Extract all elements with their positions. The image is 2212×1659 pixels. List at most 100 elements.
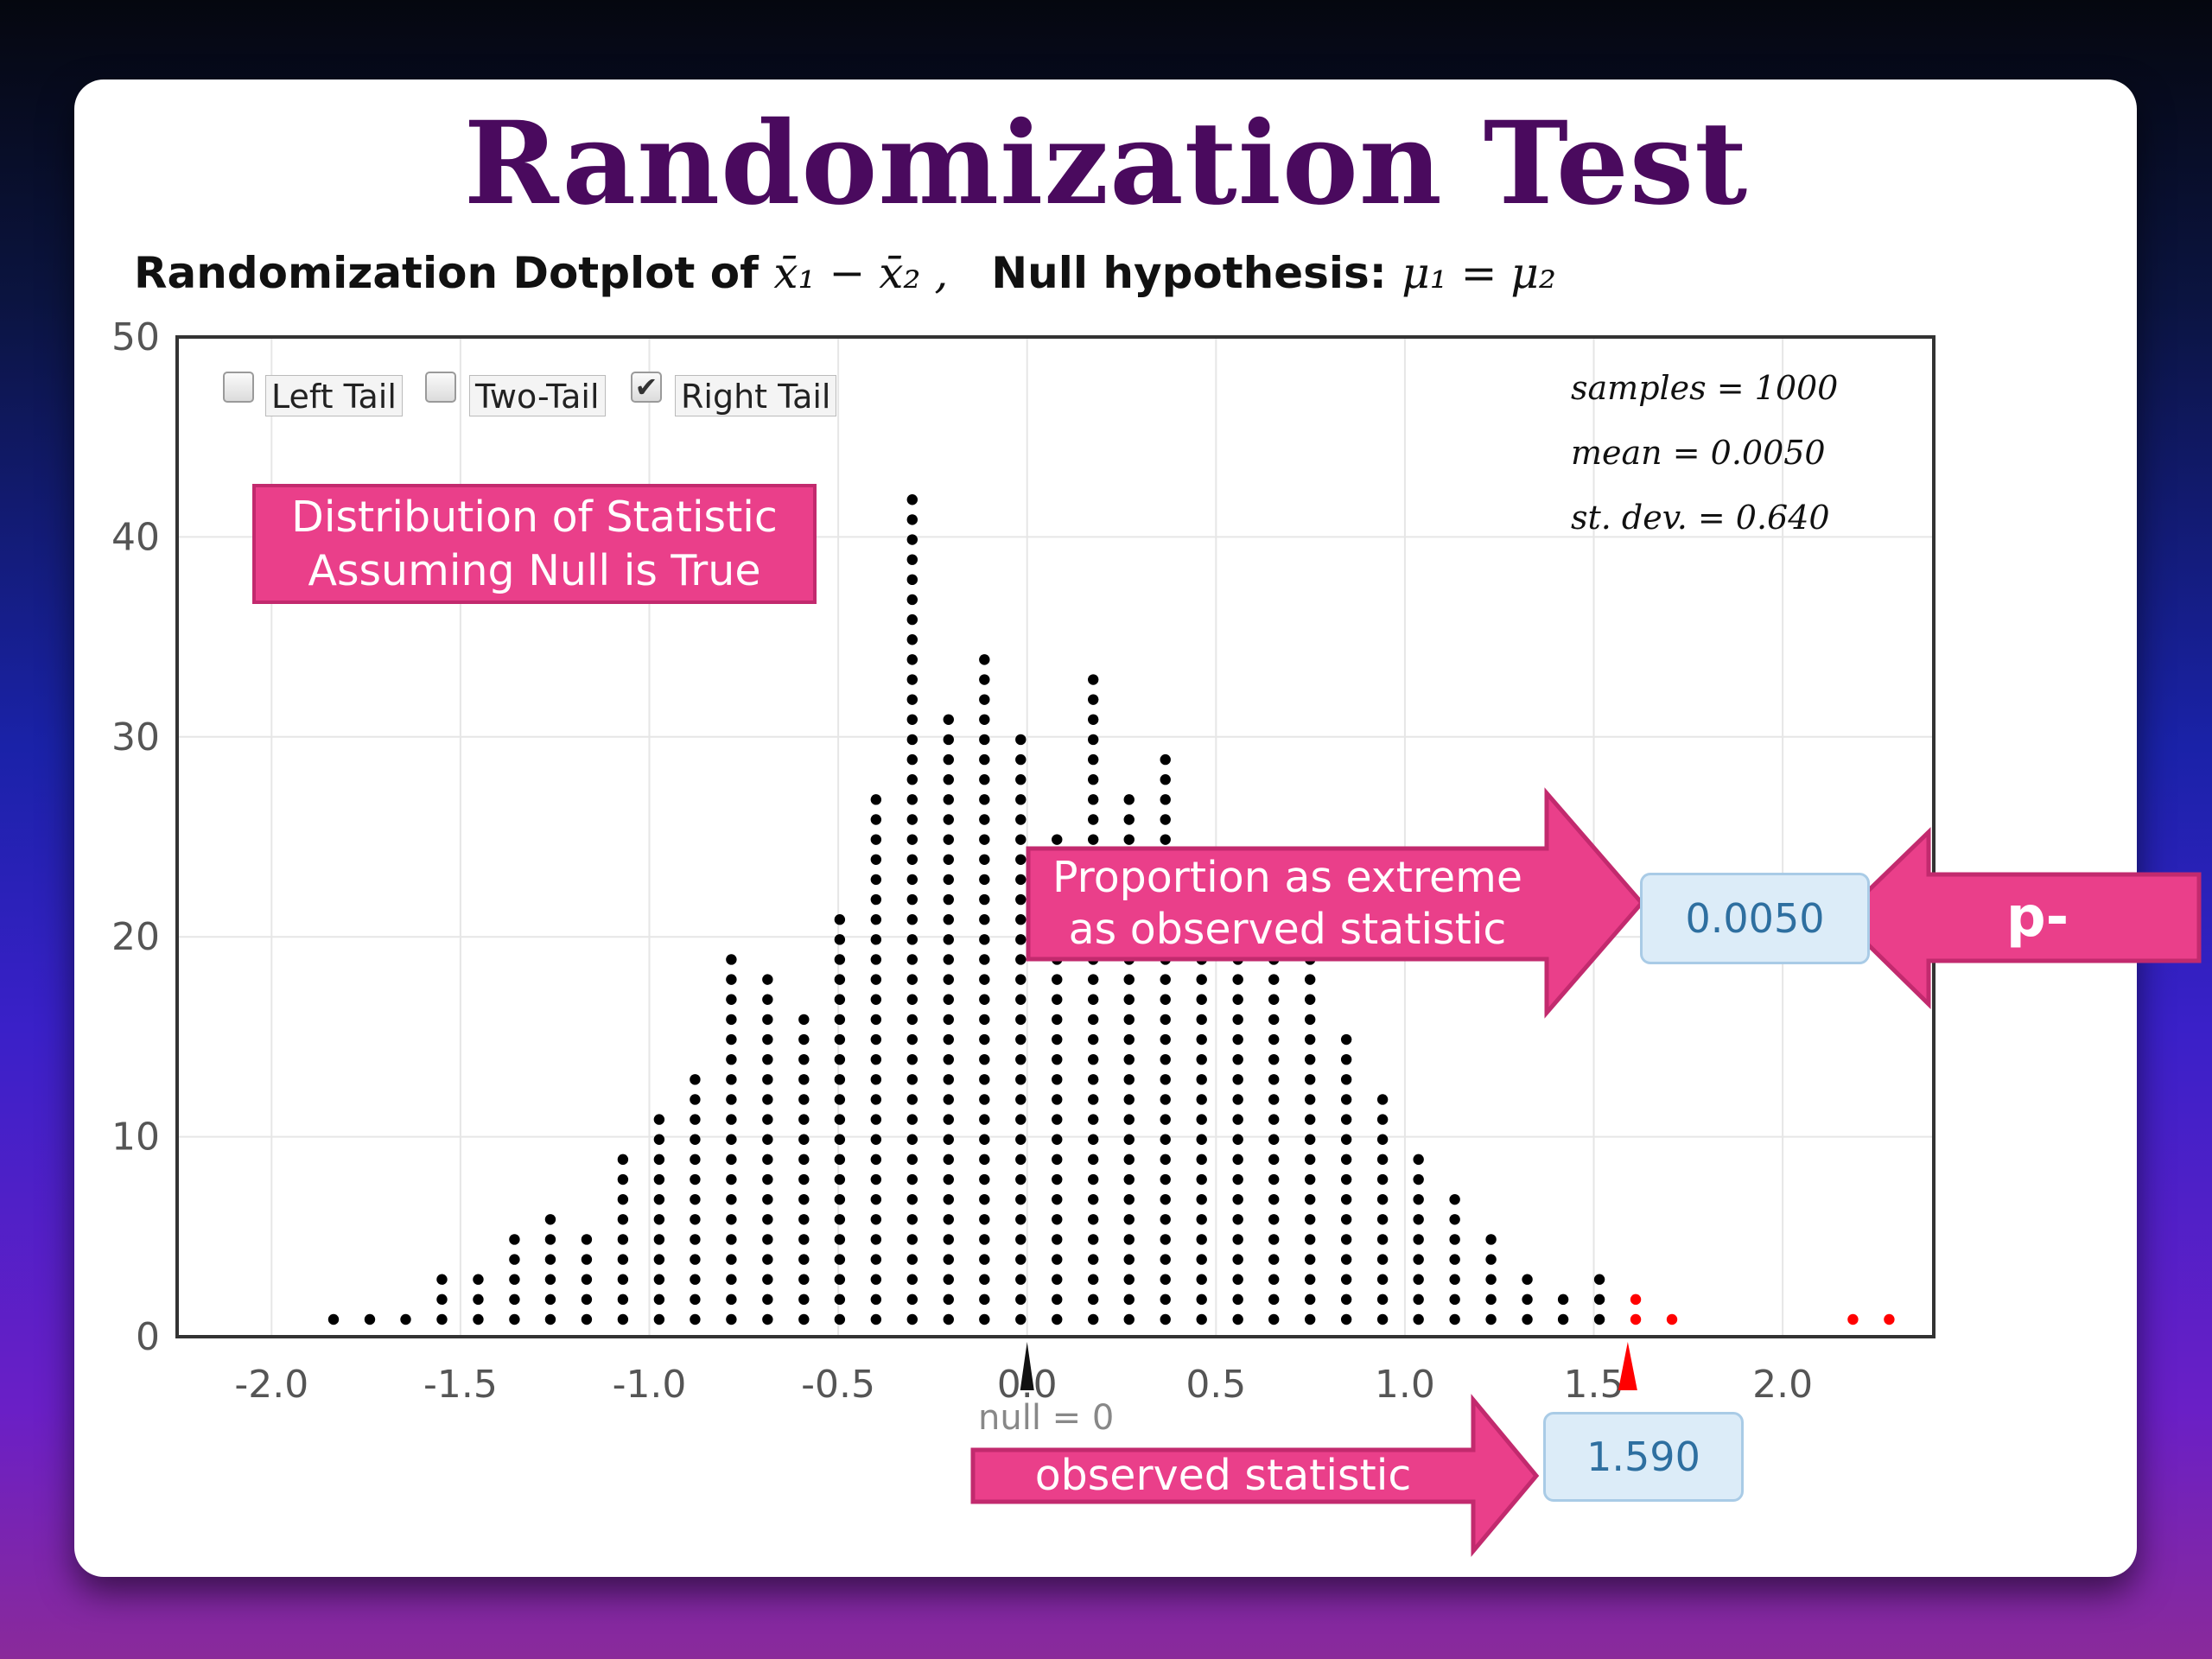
dot — [762, 1033, 773, 1046]
dot — [1052, 974, 1063, 985]
dot — [1340, 1053, 1352, 1065]
dot — [906, 734, 918, 746]
dot — [726, 1193, 737, 1205]
dot — [943, 1154, 954, 1166]
dot — [1557, 1294, 1569, 1306]
dot — [726, 1033, 737, 1046]
dot — [1160, 1214, 1171, 1225]
dot — [509, 1254, 520, 1265]
dot — [1232, 1313, 1243, 1325]
left-tail-checkbox[interactable] — [223, 372, 254, 403]
dot — [617, 1154, 629, 1166]
dot — [1304, 1134, 1316, 1145]
extreme-dot — [1630, 1313, 1642, 1325]
dot — [1052, 1033, 1063, 1046]
dot — [1340, 1033, 1352, 1046]
dot — [1196, 1313, 1207, 1325]
dot — [834, 914, 846, 925]
dot — [979, 794, 990, 805]
dot — [1123, 794, 1135, 805]
dot — [1232, 1193, 1243, 1205]
dot — [834, 1094, 846, 1105]
two-tail-checkbox[interactable] — [425, 372, 456, 403]
dot — [1304, 1294, 1316, 1306]
dot — [834, 1274, 846, 1285]
pvalue-arrow — [1837, 827, 2202, 1009]
dot — [1196, 1254, 1207, 1265]
dot — [870, 1033, 882, 1046]
dot — [1088, 1313, 1099, 1325]
dot — [1160, 814, 1171, 825]
dot — [726, 1313, 737, 1325]
dot — [1052, 1114, 1063, 1125]
dot — [979, 1053, 990, 1065]
dot — [906, 1154, 918, 1166]
dot — [762, 1254, 773, 1265]
slide-title: Randomization Test — [463, 97, 1749, 231]
dot — [1304, 1053, 1316, 1065]
two-tail-label[interactable]: Two-Tail — [469, 375, 606, 416]
dot — [1160, 1014, 1171, 1026]
dot — [870, 954, 882, 965]
dot — [1376, 1313, 1389, 1325]
dot — [436, 1274, 448, 1285]
dot — [726, 1014, 737, 1026]
dot — [906, 1313, 918, 1325]
dot — [1123, 1193, 1135, 1205]
dot — [1088, 1154, 1099, 1166]
dot — [690, 1114, 701, 1125]
dot — [1340, 1193, 1352, 1205]
sd-text: st. dev. = 0.640 — [1571, 499, 1830, 537]
dot — [943, 854, 954, 865]
dot — [906, 874, 918, 886]
dot — [1123, 1134, 1135, 1145]
dot — [1123, 834, 1135, 845]
dot — [1160, 1313, 1171, 1325]
dot — [762, 994, 773, 1005]
statistic-expression: x̄₁ − x̄₂ , — [773, 248, 949, 298]
right-tail-label[interactable]: Right Tail — [675, 375, 837, 416]
y-tick-label: 40 — [111, 515, 160, 559]
dot — [1123, 1274, 1135, 1285]
dot — [690, 1234, 701, 1245]
dot — [653, 1134, 665, 1145]
dot — [327, 1313, 340, 1325]
right-tail-checkbox[interactable]: ✔ — [631, 372, 662, 403]
dot — [943, 1134, 954, 1145]
dot — [1015, 834, 1027, 845]
dot — [1088, 834, 1099, 845]
dot — [1088, 714, 1099, 725]
dot — [1123, 1294, 1135, 1306]
dot — [653, 1313, 665, 1325]
left-tail-label[interactable]: Left Tail — [265, 375, 403, 416]
dot — [1160, 1053, 1171, 1065]
dot — [979, 1193, 990, 1205]
dot — [870, 934, 882, 945]
dot — [690, 1214, 701, 1225]
dot — [1015, 794, 1027, 805]
dot — [1160, 1254, 1171, 1265]
dot — [906, 613, 918, 626]
dot — [979, 1074, 990, 1085]
dot — [1232, 1114, 1243, 1125]
dot — [544, 1214, 556, 1225]
dot — [1160, 1274, 1171, 1285]
dot — [870, 794, 882, 805]
dot — [1088, 1234, 1099, 1245]
dot — [1340, 1094, 1352, 1105]
dot — [979, 974, 990, 985]
observed-value-box[interactable]: 1.590 — [1543, 1412, 1744, 1502]
dot — [1088, 994, 1099, 1005]
dot — [1160, 1294, 1171, 1306]
dot — [979, 954, 990, 965]
dot — [943, 1294, 954, 1306]
dot — [906, 794, 918, 805]
pvalue-value-box[interactable]: 0.0050 — [1640, 873, 1870, 964]
dot — [762, 1134, 773, 1145]
dot — [870, 1114, 882, 1125]
dot — [943, 1193, 954, 1205]
dot — [509, 1234, 520, 1245]
dot — [1304, 1074, 1316, 1085]
dot — [617, 1214, 629, 1225]
dot — [834, 1053, 846, 1065]
